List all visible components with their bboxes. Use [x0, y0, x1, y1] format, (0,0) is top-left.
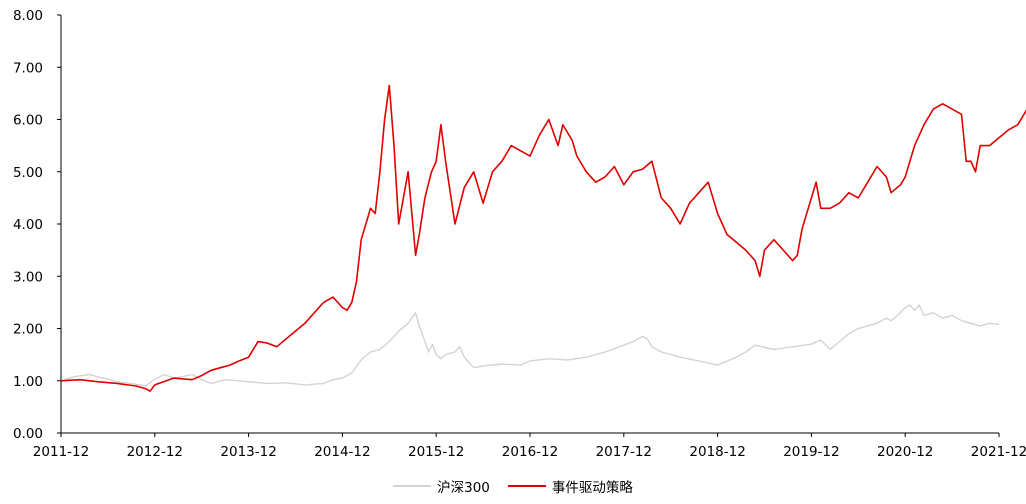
x-tick-label: 2014-12 [314, 444, 370, 460]
x-axis-ticks: 2011-12 2012-12 2013-12 2014-12 2015-12 2016-… [33, 433, 1026, 460]
y-axis-ticks: 0.00 1.00 2.00 3.00 4.00 5.00 6.00 7.00 8.00 [13, 8, 61, 442]
chart-series [60, 84, 1026, 392]
x-tick-label: 2013-12 [220, 444, 276, 460]
y-tick-label: 0.00 [13, 426, 43, 442]
series-line-event-driven [60, 84, 1026, 392]
y-tick-label: 3.00 [13, 269, 43, 285]
y-tick-label: 7.00 [13, 60, 43, 76]
legend-label-event-driven: 事件驱动策略 [551, 480, 633, 496]
x-tick-label: 2012-12 [127, 444, 183, 460]
x-tick-label: 2018-12 [689, 444, 745, 460]
legend-item-hs300: 沪深300 [393, 476, 490, 496]
legend-item-event-driven: 事件驱动策略 [507, 476, 633, 496]
legend-swatch-event-driven [507, 485, 546, 487]
y-tick-label: 6.00 [13, 113, 43, 129]
legend-label-hs300: 沪深300 [437, 480, 490, 496]
chart-axes [60, 15, 999, 434]
y-tick-label: 8.00 [13, 8, 43, 24]
y-tick-label: 5.00 [13, 165, 43, 181]
legend-swatch-hs300 [393, 485, 432, 487]
y-tick-label: 2.00 [13, 322, 43, 338]
x-tick-label: 2019-12 [783, 444, 839, 460]
x-tick-label: 2020-12 [877, 444, 933, 460]
x-tick-label: 2015-12 [408, 444, 464, 460]
y-tick-label: 1.00 [13, 374, 43, 390]
x-tick-label: 2016-12 [502, 444, 558, 460]
chart-legend: 沪深300 事件驱动策略 [0, 474, 1026, 498]
x-tick-label: 2017-12 [596, 444, 652, 460]
x-tick-label: 2011-12 [33, 444, 89, 460]
x-tick-label: 2021-12 [971, 444, 1026, 460]
y-tick-label: 4.00 [13, 217, 43, 233]
series-line-hs300 [60, 304, 1000, 387]
